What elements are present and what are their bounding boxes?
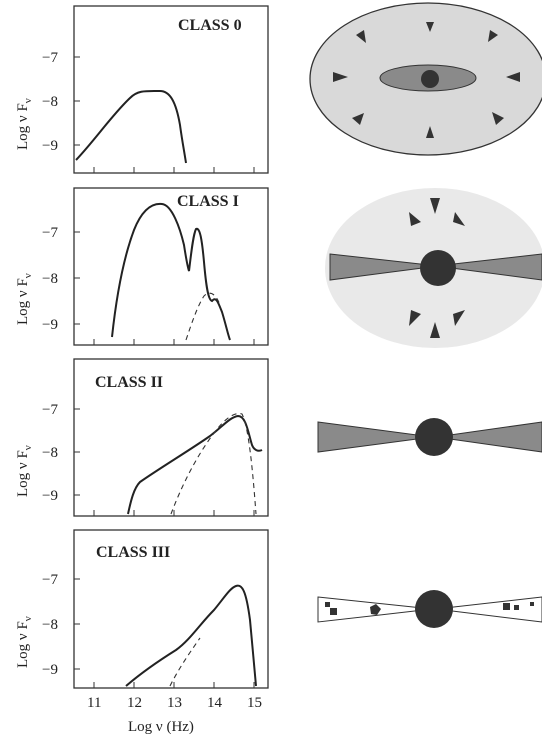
plot-frame <box>73 187 269 346</box>
y-tick-label: −9 <box>42 488 58 504</box>
y-ticks: −7 −8 −9 <box>42 572 80 678</box>
sed-component-dashed <box>185 292 221 341</box>
infall-arrows <box>409 198 465 338</box>
y-tick-label: −9 <box>42 138 58 154</box>
protostar <box>421 70 439 88</box>
y-tick-label: −7 <box>42 225 58 241</box>
sed-curve <box>125 584 257 687</box>
photosphere-dashed <box>170 412 257 515</box>
plot-frame <box>73 529 269 689</box>
planetesimals <box>325 602 534 615</box>
x-tick-label: 11 <box>87 695 101 711</box>
x-ticks <box>93 510 255 516</box>
debris-disk-right <box>435 596 542 623</box>
y-tick-label: −7 <box>42 402 58 418</box>
class-3-illustration <box>317 590 542 628</box>
y-tick-label: −8 <box>42 445 58 461</box>
disk-right <box>435 421 542 453</box>
y-ticks: −7 −8 −9 <box>42 402 80 504</box>
panel-class-0: CLASS 0 −7 −8 −9 Log ν Fν <box>15 5 269 174</box>
x-axis-label: Log ν (Hz) <box>128 719 194 735</box>
class-label: CLASS III <box>96 544 170 561</box>
photosphere-dashed <box>169 637 201 687</box>
class-label: CLASS II <box>95 374 163 391</box>
x-ticks <box>93 682 255 688</box>
plot-frame <box>73 5 269 174</box>
disk-left <box>329 253 439 281</box>
y-tick-label: −7 <box>42 572 58 588</box>
protostar <box>420 250 456 286</box>
y-tick-label: −8 <box>42 94 58 110</box>
x-tick-labels: 11 12 13 14 15 <box>87 695 262 711</box>
x-tick-label: 13 <box>167 695 182 711</box>
y-ticks: −7 −8 −9 <box>42 225 80 333</box>
y-axis-label: Log ν Fν <box>15 98 34 150</box>
star <box>415 418 453 456</box>
disk-right <box>435 253 542 281</box>
infall-arrows <box>333 22 520 138</box>
sed-curve <box>127 414 263 515</box>
y-tick-label: −8 <box>42 617 58 633</box>
star <box>415 590 453 628</box>
panel-class-3: CLASS III −7 −8 −9 11 12 13 14 15 Log ν … <box>15 529 269 735</box>
x-ticks <box>93 339 255 345</box>
class-label: CLASS 0 <box>178 17 242 34</box>
x-tick-label: 15 <box>247 695 262 711</box>
x-ticks <box>93 167 255 173</box>
y-tick-label: −9 <box>42 662 58 678</box>
y-axis-label: Log ν Fν <box>15 273 34 325</box>
x-tick-label: 14 <box>207 695 223 711</box>
panel-class-2: CLASS II −7 −8 −9 Log ν Fν <box>15 358 269 517</box>
class-1-illustration <box>325 188 542 348</box>
sed-curve <box>111 202 231 341</box>
y-tick-label: −9 <box>42 317 58 333</box>
panel-class-1: CLASS I −7 −8 −9 Log ν Fν <box>15 187 269 346</box>
class-2-illustration <box>317 418 542 456</box>
y-tick-label: −7 <box>42 50 58 66</box>
plot-frame <box>73 358 269 517</box>
sed-curve <box>75 89 187 164</box>
y-axis-label: Log ν Fν <box>15 616 34 668</box>
class-0-illustration <box>309 2 542 156</box>
y-axis-label: Log ν Fν <box>15 445 34 497</box>
x-tick-label: 12 <box>127 695 142 711</box>
disk-left <box>317 421 433 453</box>
class-label: CLASS I <box>177 193 239 210</box>
y-ticks: −7 −8 −9 <box>42 50 80 154</box>
y-tick-label: −8 <box>42 271 58 287</box>
